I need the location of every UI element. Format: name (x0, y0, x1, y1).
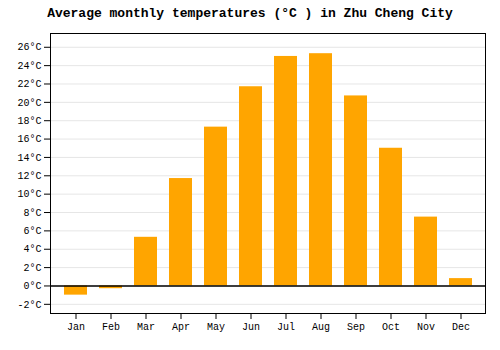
svg-text:-2°C: -2°C (17, 300, 41, 311)
svg-text:24°C: 24°C (17, 61, 41, 72)
svg-text:Jun: Jun (242, 322, 260, 333)
html-text:Average monthly temperatures (: Average monthly temperatures (°C ) in Zh… (47, 6, 453, 21)
svg-text:Aug: Aug (312, 322, 330, 333)
svg-text:2°C: 2°C (23, 263, 41, 274)
svg-text:22°C: 22°C (17, 79, 41, 90)
svg-text:8°C: 8°C (23, 208, 41, 219)
svg-text:Apr: Apr (172, 322, 190, 333)
svg-text:16°C: 16°C (17, 134, 41, 145)
svg-text:Feb: Feb (102, 322, 120, 333)
svg-text:6°C: 6°C (23, 226, 41, 237)
svg-text:14°C: 14°C (17, 153, 41, 164)
svg-text:12°C: 12°C (17, 171, 41, 182)
svg-text:May: May (207, 322, 225, 333)
svg-text:10°C: 10°C (17, 189, 41, 200)
svg-text:Nov: Nov (417, 322, 435, 333)
svg-text:18°C: 18°C (17, 116, 41, 127)
svg-text:4°C: 4°C (23, 244, 41, 255)
svg-text:0°C: 0°C (23, 281, 41, 292)
svg-text:Mar: Mar (137, 322, 155, 333)
svg-text:Sep: Sep (347, 322, 365, 333)
svg-text:Jul: Jul (277, 322, 295, 333)
svg-text:Jan: Jan (67, 322, 85, 333)
svg-text:Dec: Dec (452, 322, 470, 333)
svg-text:Oct: Oct (382, 322, 400, 333)
svg-text:20°C: 20°C (17, 98, 41, 109)
svg-text:26°C: 26°C (17, 42, 41, 53)
